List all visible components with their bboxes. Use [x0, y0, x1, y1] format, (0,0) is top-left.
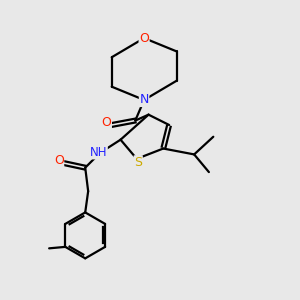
Text: S: S — [134, 156, 142, 169]
Text: NH: NH — [90, 146, 107, 159]
Text: O: O — [54, 154, 64, 167]
Text: N: N — [140, 93, 149, 106]
Text: O: O — [101, 116, 111, 129]
Text: O: O — [139, 32, 149, 45]
